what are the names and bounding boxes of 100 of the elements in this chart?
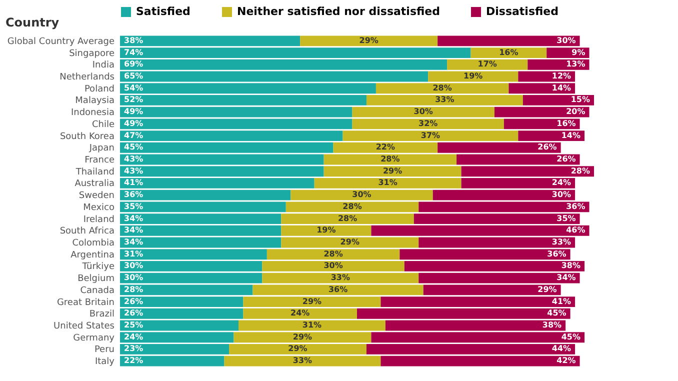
data-label: 35% <box>556 214 576 223</box>
data-label: 30% <box>324 261 343 270</box>
data-label: 13% <box>566 60 586 69</box>
data-label: 9% <box>572 48 586 57</box>
y-tick-label: Great Britain <box>56 298 114 308</box>
y-tick-label: France <box>84 156 115 166</box>
data-label: 34% <box>124 214 144 223</box>
data-label: 29% <box>292 332 312 342</box>
data-label: 16% <box>499 48 518 57</box>
data-label: 49% <box>124 107 144 116</box>
bar <box>300 36 438 46</box>
data-label: 29% <box>288 344 308 354</box>
data-label: 29% <box>538 284 557 294</box>
y-tick-label: Ireland <box>83 214 114 225</box>
y-tick-label: Brazil <box>89 310 114 320</box>
data-label: 22% <box>376 142 396 152</box>
y-tick-label: Chile <box>92 120 115 130</box>
data-label: 23% <box>124 344 144 354</box>
data-label: 52% <box>124 95 144 104</box>
data-label: 28% <box>324 249 343 258</box>
y-tick-label: India <box>92 60 114 71</box>
data-label: 28% <box>432 83 452 92</box>
data-label: 45% <box>561 332 581 342</box>
data-label: 29% <box>359 36 378 45</box>
data-label: 29% <box>340 238 360 246</box>
y-tick-label: Thailand <box>74 167 114 178</box>
data-label: 43% <box>124 154 144 164</box>
data-label: 30% <box>414 107 433 116</box>
data-label: 17% <box>478 60 497 69</box>
data-label: 41% <box>124 178 144 188</box>
y-tick-label: Indonesia <box>70 108 114 118</box>
y-tick-label: Australia <box>74 179 114 190</box>
y-tick-label: Singapore <box>69 48 115 59</box>
data-label: 38% <box>542 320 562 330</box>
data-label: 30% <box>556 36 576 45</box>
data-label: 29% <box>382 166 402 176</box>
data-label: 28% <box>380 154 400 164</box>
y-tick-label: United States <box>54 322 115 332</box>
data-label: 30% <box>552 190 572 200</box>
data-label: 43% <box>124 166 144 176</box>
data-label: 28% <box>342 202 362 211</box>
data-label: 31% <box>124 249 144 258</box>
data-label: 36% <box>124 190 144 200</box>
data-label: 38% <box>561 261 581 270</box>
data-label: 28% <box>124 284 144 294</box>
data-label: 32% <box>418 118 438 128</box>
data-label: 14% <box>552 83 572 92</box>
data-label: 33% <box>292 356 312 366</box>
data-label: 26% <box>124 296 144 306</box>
data-label: 45% <box>124 142 144 152</box>
data-label: 16% <box>556 118 576 128</box>
data-label: 12% <box>552 72 572 80</box>
data-label: 42% <box>556 356 576 366</box>
y-tick-label: Sweden <box>78 191 114 202</box>
y-axis-title: Country <box>6 16 60 30</box>
data-label: 14% <box>561 130 581 140</box>
data-label: 54% <box>124 83 144 92</box>
data-label: 26% <box>124 308 144 318</box>
data-label: 24% <box>552 178 572 188</box>
y-tick-label: Poland <box>84 84 114 94</box>
data-label: 44% <box>552 344 572 354</box>
data-label: 36% <box>328 284 348 294</box>
data-label: 28% <box>338 214 358 223</box>
data-label: 26% <box>538 142 557 152</box>
y-tick-label: Japan <box>88 144 114 154</box>
y-tick-label: Germany <box>73 333 116 344</box>
y-tick-label: Mexico <box>83 202 115 213</box>
y-tick-label: Türkiye <box>81 262 115 272</box>
data-label: 65% <box>124 72 144 80</box>
legend-label: Satisfied <box>136 5 190 18</box>
data-label: 24% <box>290 308 310 318</box>
data-label: 30% <box>124 261 144 270</box>
legend-label: Dissatisfied <box>486 5 558 18</box>
data-label: 19% <box>464 72 483 80</box>
data-label: 24% <box>124 332 144 342</box>
data-label: 41% <box>552 296 572 306</box>
data-label: 69% <box>124 60 144 69</box>
data-label: 36% <box>547 249 566 258</box>
y-tick-label: Malaysia <box>75 96 114 106</box>
data-label: 74% <box>124 48 144 57</box>
data-label: 49% <box>124 118 144 128</box>
data-label: 33% <box>330 273 350 282</box>
data-label: 47% <box>124 130 144 140</box>
y-tick-label: South Africa <box>60 226 114 237</box>
data-label: 29% <box>302 296 322 306</box>
data-label: 34% <box>124 238 144 246</box>
y-tick-label: Global Country Average <box>7 36 115 47</box>
y-tick-label: Peru <box>94 345 114 356</box>
data-label: 35% <box>124 202 144 211</box>
data-label: 26% <box>556 154 576 164</box>
data-label: 37% <box>420 130 440 140</box>
data-label: 31% <box>302 320 322 330</box>
y-tick-label: Canada <box>80 286 114 296</box>
data-label: 46% <box>566 226 586 235</box>
y-tick-label: Colombia <box>72 238 114 248</box>
data-label: 45% <box>547 308 566 318</box>
data-label: 25% <box>124 320 144 330</box>
y-tick-label: South Korea <box>60 132 114 142</box>
data-label: 31% <box>378 178 398 188</box>
y-tick-label: Italy <box>94 357 116 368</box>
